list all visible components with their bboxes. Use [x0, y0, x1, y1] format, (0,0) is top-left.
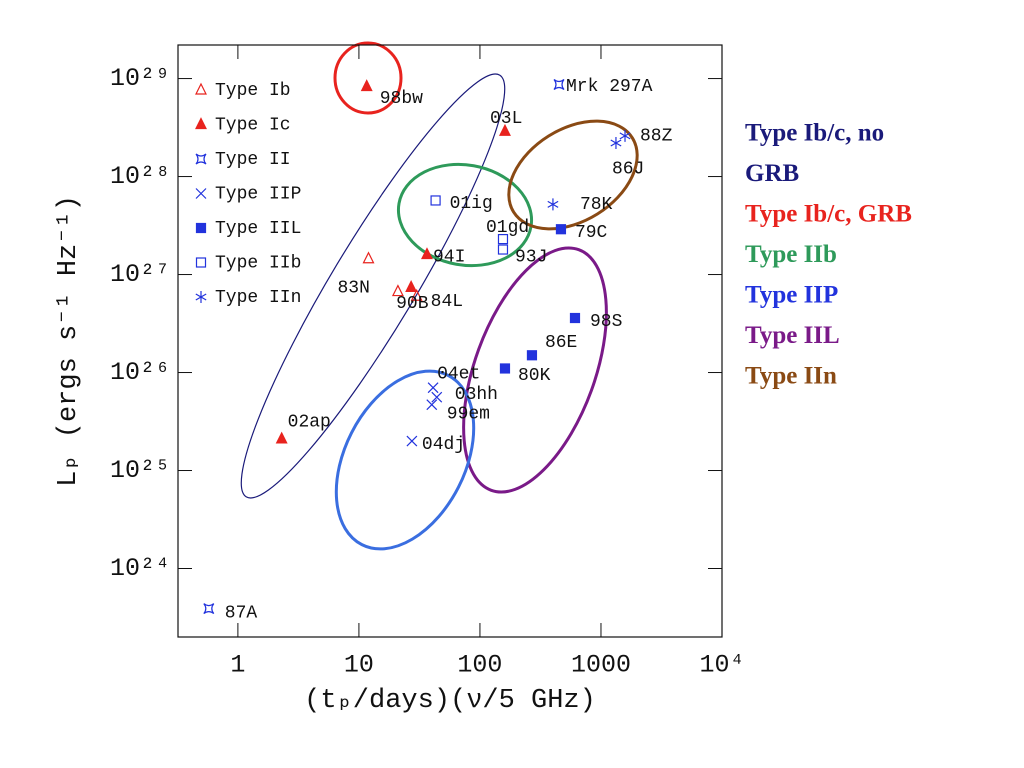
legend-marker: [195, 82, 207, 95]
point-label: 79C: [575, 223, 608, 243]
x-tick-label: 10: [344, 651, 374, 680]
point-label: 84L: [431, 292, 463, 312]
point-label: 03hh: [455, 385, 498, 405]
point: [410, 288, 423, 301]
x-tick-label: 100: [457, 651, 502, 680]
side-legend-text: Type IIn: [745, 363, 837, 390]
region-ellipse: [240, 73, 506, 499]
x-tick-label: 10⁴: [699, 651, 744, 680]
point-label: 87A: [225, 603, 258, 623]
point: [360, 79, 373, 92]
point: [406, 435, 418, 447]
legend-marker: [195, 188, 207, 199]
point: [430, 195, 441, 206]
point-label: Mrk 297A: [566, 77, 653, 97]
point: [497, 233, 509, 245]
x-tick-label: 1: [230, 651, 245, 680]
point: [203, 603, 215, 615]
point-label: 99em: [447, 404, 490, 424]
point-label: 01gd: [486, 218, 529, 238]
point-label: 90B: [396, 294, 429, 314]
point: [497, 244, 509, 255]
point-label: 98S: [590, 312, 622, 332]
point-label: 80K: [518, 366, 551, 386]
point: [421, 247, 433, 260]
point-label: 86J: [612, 160, 644, 180]
point: [426, 399, 438, 411]
side-legend-text: Type IIb: [745, 241, 837, 268]
point-label: 04dj: [422, 435, 465, 455]
legend-label: Type IIn: [215, 288, 301, 308]
x-axis-label: (tₚ/days)(ν/5 GHz): [304, 686, 596, 716]
x-tick-label: 1000: [571, 651, 631, 680]
point: [499, 123, 511, 136]
y-tick-label: 10²⁶: [110, 358, 170, 387]
legend: Type Ib Type Ic Type II Type IIP Type IIL Typ…: [215, 81, 301, 308]
legend-marker: [195, 117, 207, 130]
point-label: 86E: [545, 333, 577, 353]
point: [391, 284, 404, 297]
y-tick-label: 10²⁵: [110, 456, 170, 485]
region-ellipse: [333, 41, 403, 115]
point: [526, 350, 538, 361]
side-legend-text: Type IIL: [745, 322, 840, 349]
point-label: 01ig: [450, 194, 493, 214]
point-label: 02ap: [288, 413, 331, 433]
legend-marker: [195, 291, 207, 303]
point: [569, 312, 581, 324]
side-legend-text: GRB: [745, 160, 799, 187]
side-legend-text: Type Ib/c, no: [745, 120, 884, 147]
point-label: 83N: [338, 278, 370, 298]
legend-label: Type Ib: [215, 81, 291, 101]
legend-marker: [195, 153, 207, 165]
region-ellipse: [334, 369, 476, 551]
point-label: 04et: [437, 364, 480, 384]
legend-label: Type Ic: [215, 115, 291, 135]
point: [427, 382, 439, 394]
point: [610, 136, 622, 149]
point-label: 78K: [580, 195, 613, 215]
point: [275, 431, 288, 444]
point-label: 94I: [433, 247, 465, 267]
point: [362, 251, 375, 264]
point: [499, 363, 511, 374]
legend-label: Type IIL: [215, 219, 301, 239]
legend-label: Type IIP: [215, 184, 301, 204]
y-tick-label: 10²⁸: [110, 162, 170, 191]
point: [555, 224, 567, 235]
point: [547, 198, 559, 211]
y-tick-label: 10²⁷: [110, 260, 170, 289]
point: [405, 280, 418, 292]
legend-marker: [195, 257, 207, 268]
legend-label: Type II: [215, 150, 291, 170]
region-ellipse: [507, 119, 639, 231]
y-tick-label: 10²⁹: [110, 64, 170, 93]
point-label: 98bw: [380, 89, 423, 109]
y-tick-label: 10²⁴: [110, 554, 170, 583]
y-axis-label: Lₚ (ergs s⁻¹ Hz⁻¹): [54, 195, 84, 487]
point-label: 93J: [515, 247, 547, 267]
point: [431, 391, 443, 403]
plot-frame: [177, 44, 723, 638]
point: [619, 129, 631, 142]
legend-label: Type IIb: [215, 253, 301, 273]
legend-marker: [195, 222, 207, 234]
point-label: 03L: [490, 109, 522, 129]
point: [553, 78, 565, 90]
region-ellipse: [462, 246, 608, 494]
side-legend-text: Type IIP: [745, 282, 838, 309]
side-legend-text: Type Ib/c, GRB: [745, 201, 912, 228]
point-label: 88Z: [640, 127, 673, 147]
